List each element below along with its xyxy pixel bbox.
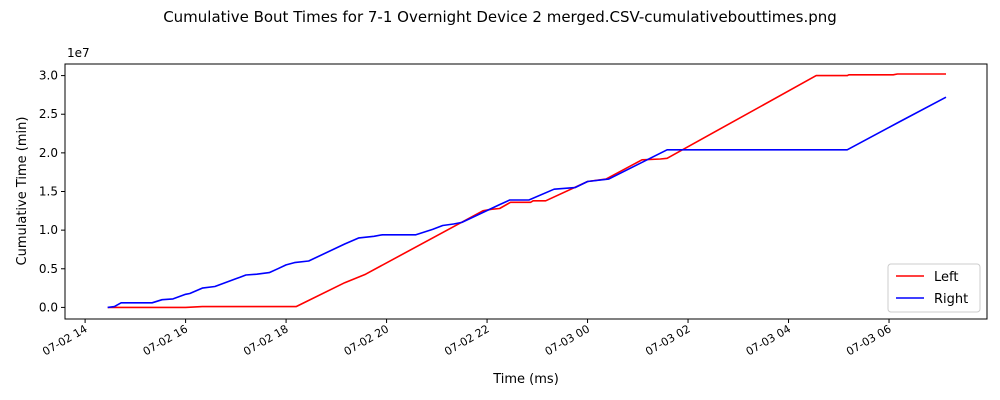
y-tick-label: 1.0 <box>39 223 58 237</box>
x-tick-label: 07-03 06 <box>844 322 893 358</box>
x-tick-label: 07-03 02 <box>643 322 692 358</box>
legend-label-left: Left <box>934 270 958 285</box>
series-line-right <box>107 96 947 309</box>
y-tick-label: 3.0 <box>39 69 58 83</box>
series-layer <box>107 73 947 309</box>
y-tick-label: 1.5 <box>39 185 58 199</box>
x-tick-label: 07-02 14 <box>40 322 89 358</box>
y-tick-label: 2.5 <box>39 107 58 121</box>
x-tick-label: 07-03 00 <box>543 322 592 358</box>
x-tick-label: 07-02 20 <box>342 322 391 358</box>
y-tick-label: 2.0 <box>39 146 58 160</box>
y-tick-label: 0.0 <box>39 300 58 314</box>
y-axis-label: Cumulative Time (min) <box>15 117 30 266</box>
legend-label-right: Right <box>934 292 968 307</box>
y-axis-offset-text: 1e7 <box>67 46 90 60</box>
x-tick-label: 07-03 04 <box>744 322 793 358</box>
x-tick-label: 07-02 18 <box>241 322 290 358</box>
x-tick-label: 07-02 16 <box>141 322 190 358</box>
axes-frame <box>64 63 988 320</box>
x-tick-label: 07-02 22 <box>442 322 491 358</box>
x-axis-ticks: 07-02 14 07-02 16 07-02 18 07-02 20 07-02 22… <box>40 319 894 358</box>
y-tick-label: 0.5 <box>39 262 58 276</box>
series-line-left <box>107 73 946 309</box>
legend: Left Right <box>887 263 981 313</box>
x-axis-label: Time (ms) <box>492 372 559 387</box>
y-axis-ticks: 0.0 0.5 1.0 1.5 2.0 2.5 3.0 <box>39 69 65 314</box>
chart-title: Cumulative Bout Times for 7-1 Overnight … <box>163 8 837 26</box>
